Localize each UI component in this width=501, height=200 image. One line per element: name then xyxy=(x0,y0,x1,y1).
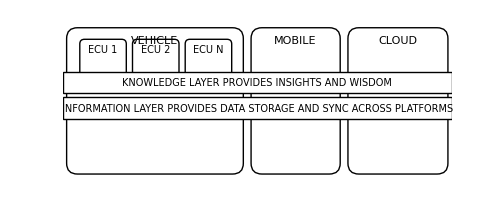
FancyBboxPatch shape xyxy=(250,29,340,174)
Text: KNOWLEDGE LAYER PROVIDES INSIGHTS AND WISDOM: KNOWLEDGE LAYER PROVIDES INSIGHTS AND WI… xyxy=(122,78,391,88)
FancyBboxPatch shape xyxy=(80,40,126,78)
Text: MOBILE: MOBILE xyxy=(274,35,316,45)
Text: VEHICLE: VEHICLE xyxy=(131,35,178,45)
FancyBboxPatch shape xyxy=(185,40,231,78)
Bar xyxy=(63,72,451,94)
FancyBboxPatch shape xyxy=(132,40,179,78)
FancyBboxPatch shape xyxy=(67,29,243,174)
FancyBboxPatch shape xyxy=(347,29,447,174)
Text: INFORMATION LAYER PROVIDES DATA STORAGE AND SYNC ACROSS PLATFORMS: INFORMATION LAYER PROVIDES DATA STORAGE … xyxy=(62,103,452,113)
Text: ECU 2: ECU 2 xyxy=(141,45,170,55)
Text: ECU N: ECU N xyxy=(193,45,223,55)
Text: ECU 1: ECU 1 xyxy=(88,45,117,55)
Bar xyxy=(63,98,451,119)
Text: CLOUD: CLOUD xyxy=(377,35,416,45)
